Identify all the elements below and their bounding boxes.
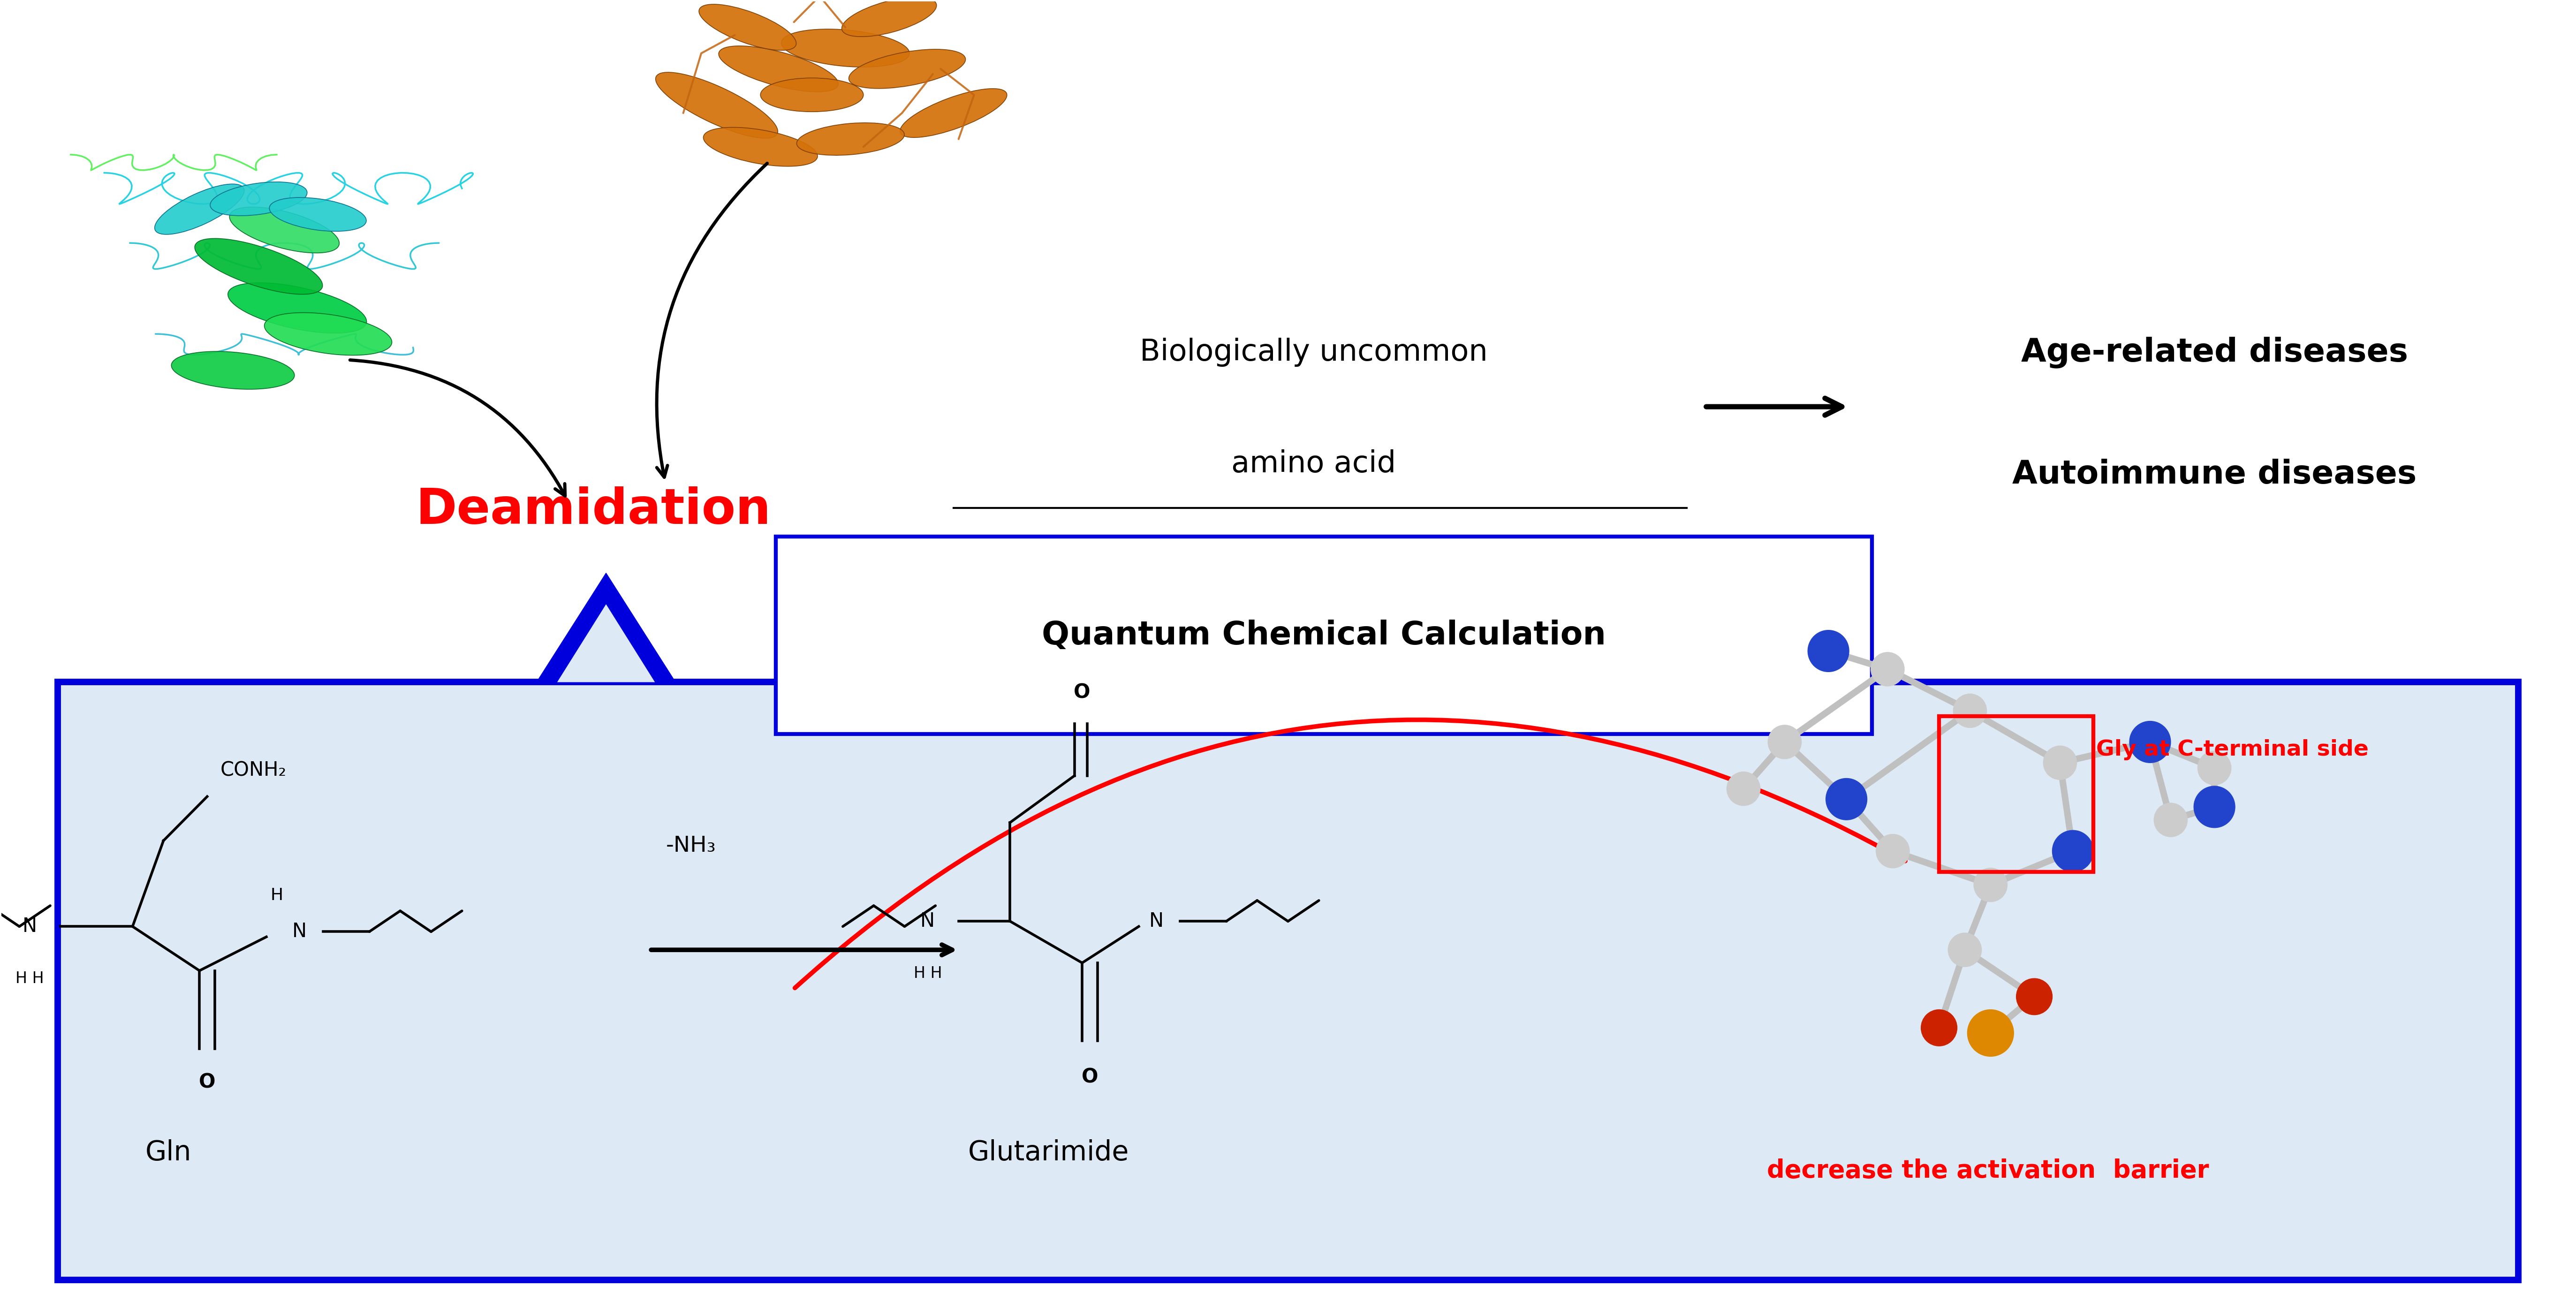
Text: decrease the activation  barrier: decrease the activation barrier	[1767, 1159, 2210, 1184]
Circle shape	[2195, 786, 2236, 828]
Ellipse shape	[155, 184, 245, 234]
Circle shape	[2017, 978, 2053, 1014]
Ellipse shape	[703, 128, 817, 167]
Text: H H: H H	[914, 966, 943, 980]
Ellipse shape	[719, 46, 837, 92]
Circle shape	[2053, 831, 2094, 872]
Circle shape	[2130, 721, 2172, 763]
Polygon shape	[556, 604, 654, 682]
Circle shape	[1875, 835, 1909, 868]
Text: N: N	[1149, 911, 1164, 931]
Text: CONH₂: CONH₂	[219, 760, 286, 780]
Text: Autoimmune diseases: Autoimmune diseases	[2012, 458, 2416, 490]
Text: Age-related diseases: Age-related diseases	[2022, 336, 2409, 368]
Ellipse shape	[227, 283, 366, 333]
Text: H: H	[270, 887, 283, 904]
FancyBboxPatch shape	[775, 536, 1873, 734]
Circle shape	[2043, 746, 2076, 780]
FancyBboxPatch shape	[57, 682, 2519, 1280]
Text: Biologically uncommon: Biologically uncommon	[1139, 337, 1489, 367]
Ellipse shape	[211, 182, 307, 216]
Ellipse shape	[265, 312, 392, 355]
Ellipse shape	[698, 4, 796, 51]
Circle shape	[1968, 1009, 2014, 1056]
Circle shape	[1973, 868, 2007, 902]
Text: N: N	[23, 917, 36, 936]
Text: N: N	[920, 911, 935, 931]
Ellipse shape	[654, 73, 778, 138]
Text: H H: H H	[15, 971, 44, 986]
Text: N: N	[291, 922, 307, 941]
Ellipse shape	[173, 352, 294, 389]
Text: O: O	[1074, 682, 1090, 703]
Ellipse shape	[781, 29, 909, 68]
Circle shape	[1826, 779, 1868, 820]
Ellipse shape	[796, 122, 904, 155]
Ellipse shape	[270, 198, 366, 232]
Ellipse shape	[196, 238, 322, 294]
Circle shape	[1726, 772, 1759, 806]
Text: Gly at C-terminal side: Gly at C-terminal side	[2097, 740, 2370, 760]
Ellipse shape	[848, 49, 966, 89]
Text: Glutarimide: Glutarimide	[969, 1139, 1128, 1165]
Text: Deamidation: Deamidation	[415, 486, 770, 534]
Ellipse shape	[760, 78, 863, 112]
Text: O: O	[198, 1073, 216, 1092]
Circle shape	[1767, 725, 1801, 759]
Circle shape	[2154, 803, 2187, 837]
Circle shape	[1808, 630, 1850, 672]
Text: Quantum Chemical Calculation: Quantum Chemical Calculation	[1041, 620, 1605, 651]
Text: amino acid: amino acid	[1231, 449, 1396, 478]
Ellipse shape	[899, 89, 1007, 138]
Bar	[1940, 716, 2094, 872]
Circle shape	[1870, 652, 1904, 686]
Circle shape	[1953, 694, 1986, 728]
Circle shape	[2197, 751, 2231, 785]
Text: Gln: Gln	[144, 1139, 191, 1165]
Ellipse shape	[842, 0, 938, 36]
Ellipse shape	[229, 207, 340, 253]
Polygon shape	[536, 573, 675, 682]
Circle shape	[1922, 1009, 1958, 1046]
Text: -NH₃: -NH₃	[667, 836, 716, 857]
Circle shape	[1947, 934, 1981, 967]
Text: O: O	[1082, 1068, 1097, 1087]
